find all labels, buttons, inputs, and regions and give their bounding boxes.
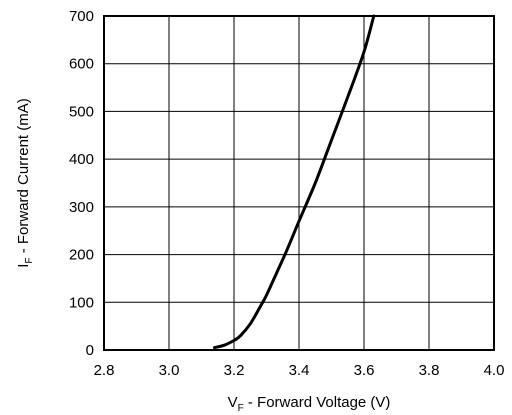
plot-area-frame — [103, 15, 495, 351]
y-axis-title-rest: - Forward Current (mA) — [15, 98, 32, 257]
y-axis-title-subscript: F — [24, 257, 35, 263]
y-tick-label: 500 — [69, 103, 94, 120]
y-tick-label: 100 — [69, 294, 94, 311]
y-tick-labels: 0 100 200 300 400 500 600 700 — [69, 8, 94, 359]
x-axis-title-rest: - Forward Voltage (V) — [244, 394, 391, 411]
y-tick-label: 400 — [69, 151, 94, 168]
x-tick-label: 3.4 — [289, 362, 310, 379]
x-tick-labels: 2.8 3.0 3.2 3.4 3.6 3.8 4.0 — [94, 362, 505, 379]
x-tick-label: 2.8 — [94, 362, 115, 379]
x-tick-label: 3.2 — [224, 362, 245, 379]
x-axis-title: VF - Forward Voltage (V) — [228, 394, 391, 414]
y-axis-title-main: I — [15, 264, 32, 268]
x-tick-label: 4.0 — [484, 362, 505, 379]
x-tick-label: 3.0 — [159, 362, 180, 379]
y-axis-title: IF - Forward Current (mA) — [15, 98, 35, 267]
x-tick-label: 3.8 — [419, 362, 440, 379]
x-axis-title-main: V — [228, 394, 238, 411]
grid-lines — [103, 15, 495, 351]
y-tick-label: 700 — [69, 8, 94, 25]
y-tick-label: 0 — [86, 342, 94, 359]
y-tick-label: 600 — [69, 56, 94, 73]
y-tick-label: 200 — [69, 247, 94, 264]
y-tick-label: 300 — [69, 199, 94, 216]
x-axis-title-subscript: F — [238, 403, 244, 414]
x-tick-label: 3.6 — [354, 362, 375, 379]
forward-current-curve — [213, 14, 376, 350]
